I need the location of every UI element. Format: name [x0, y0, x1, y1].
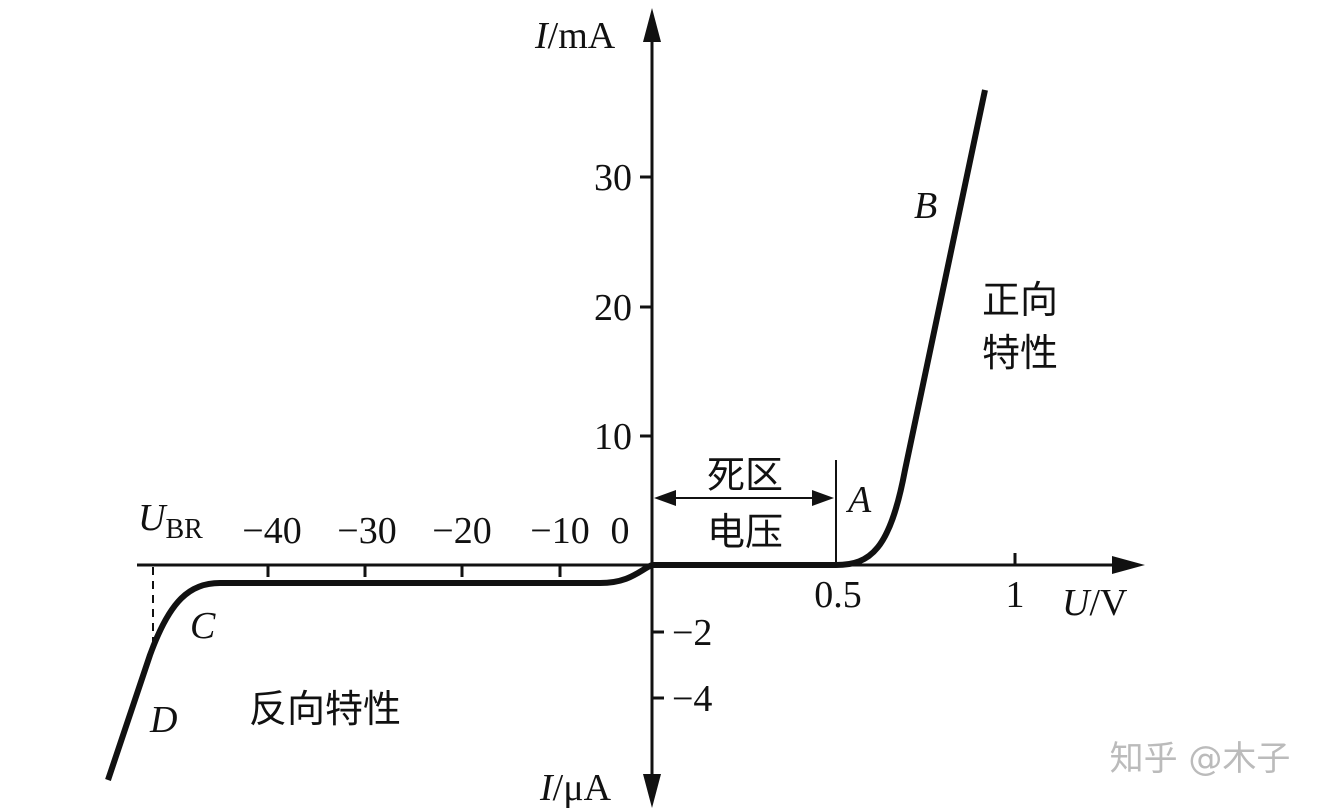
unit: /μA [553, 767, 612, 809]
forward-label: 特性 [982, 331, 1058, 375]
reverse-label: 反向特性 [249, 687, 401, 731]
tick-label: 0 [611, 510, 630, 552]
tick-label: 0.5 [814, 574, 862, 616]
symbol: U [138, 497, 168, 539]
breakdown-label: UBR [138, 497, 203, 545]
axes [137, 30, 1125, 790]
tick-label: −30 [337, 510, 396, 552]
dead-zone-label: 死区 [707, 453, 783, 497]
subscript: BR [165, 514, 203, 545]
iv-curve [105, 89, 988, 781]
forward-label: 正向 [982, 278, 1058, 322]
symbol: I [534, 15, 550, 57]
point-label: C [190, 605, 216, 647]
y-axis-bottom-title: I/μA [539, 767, 612, 809]
arrow [643, 8, 661, 42]
arrow [812, 490, 834, 506]
tick-label: −10 [530, 510, 589, 552]
arrowheads [643, 8, 1145, 808]
symbol: U [1062, 582, 1092, 624]
point-label: D [149, 699, 177, 741]
dead-zone-label: 电压 [707, 510, 783, 554]
unit: /V [1089, 582, 1128, 624]
x-axis-title: U/V [1062, 582, 1128, 624]
tick-label: −40 [242, 510, 301, 552]
tick-label: 20 [594, 287, 632, 329]
tick-label: 1 [1006, 574, 1025, 616]
tick-label: −2 [672, 612, 712, 654]
arrow [654, 490, 676, 506]
symbol: I [539, 767, 555, 809]
tick-label: 10 [594, 416, 632, 458]
tick-label: −4 [672, 678, 712, 720]
point-label: A [845, 479, 872, 521]
arrow [1112, 556, 1145, 574]
y-axis-title: I/mA [534, 15, 616, 57]
tick-label: 30 [594, 157, 632, 199]
unit: /mA [548, 15, 616, 57]
arrow [643, 774, 661, 808]
tick-label: −20 [432, 510, 491, 552]
point-label: B [914, 185, 937, 227]
watermark: 知乎 @木子 [1110, 739, 1291, 779]
